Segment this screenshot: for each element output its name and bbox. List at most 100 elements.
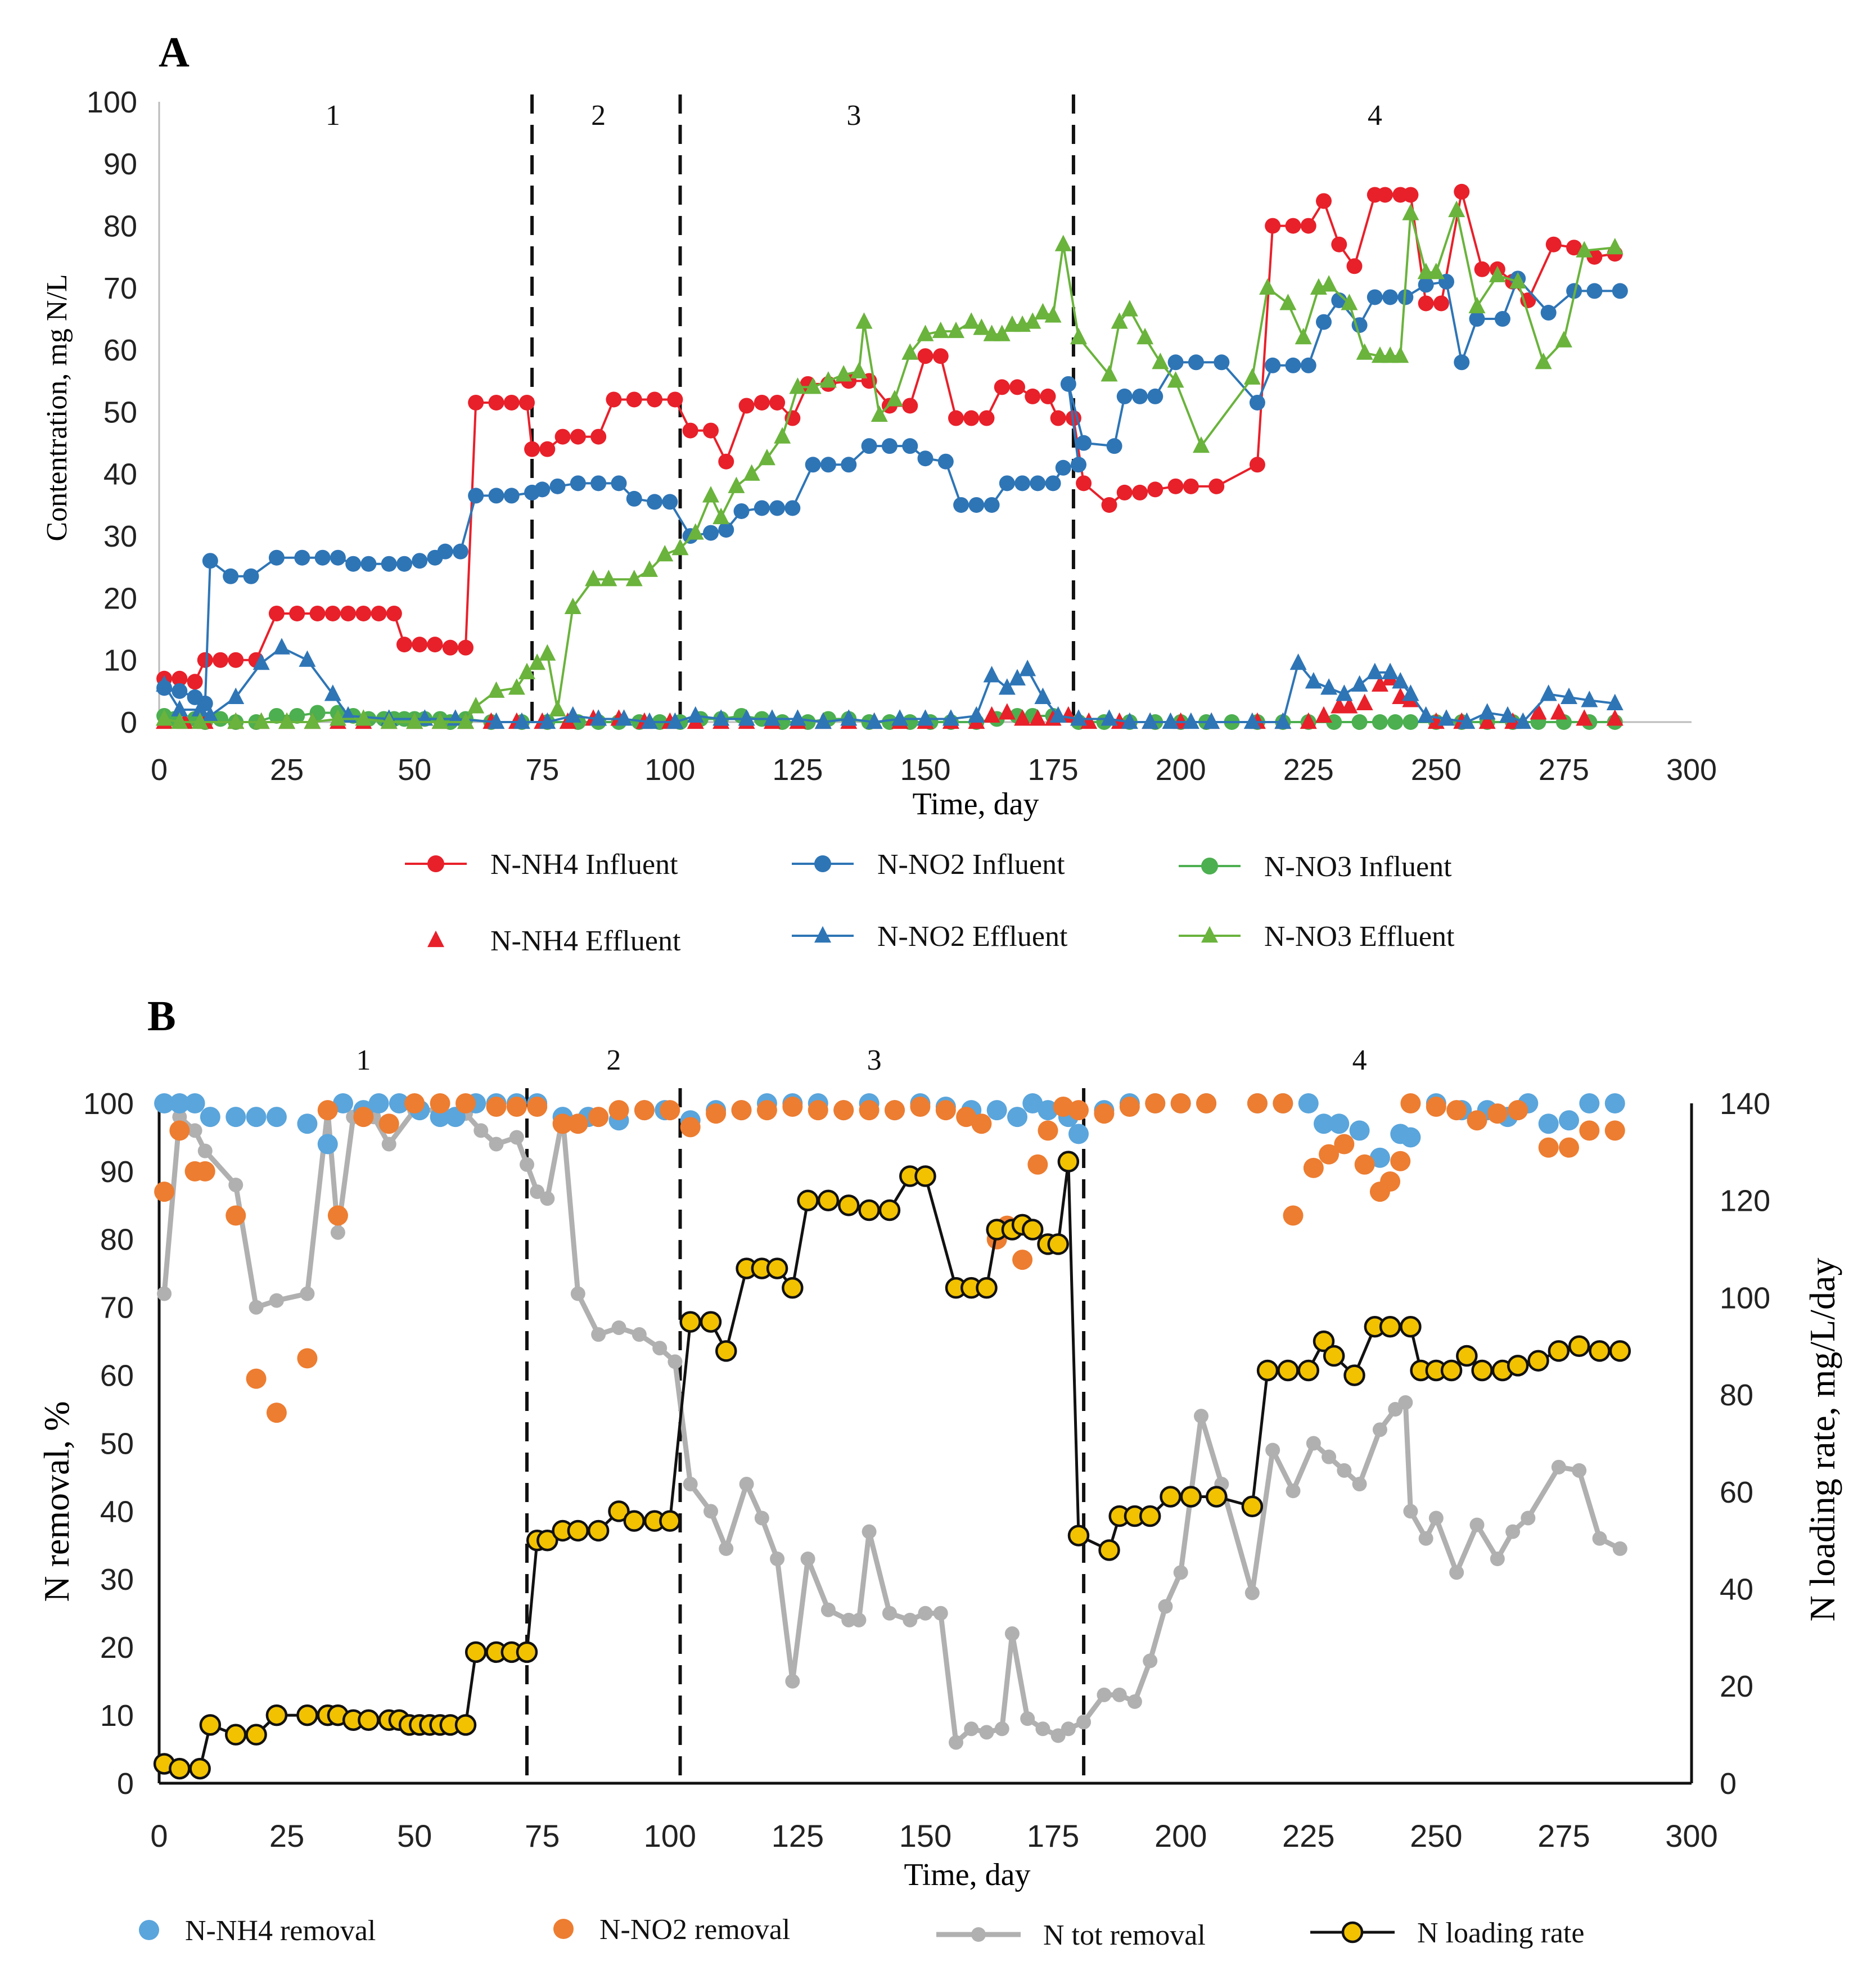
panel-a-point-n-no3-influent xyxy=(289,707,305,724)
panel-b-point-n-loading-rate xyxy=(715,1340,737,1362)
panel-a-y-axis-label: Contentration, mg N/L xyxy=(41,274,73,541)
panel-a-point-n-no2-influent xyxy=(396,556,412,572)
panel-a-point-n-no3-effluent xyxy=(886,390,903,407)
panel-b-phase-label-3: 3 xyxy=(867,1044,882,1076)
panel-a-point-n-no3-effluent xyxy=(671,538,689,556)
panel-b-point-n-no2-removal xyxy=(1038,1120,1058,1141)
panel-a-y-tick-70: 70 xyxy=(103,272,137,305)
panel-a-point-n-no3-effluent xyxy=(518,662,535,679)
panel-b-legend-item-n-no2-removal: N-NO2 removal xyxy=(553,1914,790,1946)
panel-a-legend-label: N-NH4 Influent xyxy=(490,849,678,881)
panel-b-point-n-no2-removal xyxy=(195,1161,215,1182)
panel-a-point-n-no2-effluent xyxy=(1121,712,1138,729)
panel-a-point-n-no3-effluent xyxy=(973,318,990,335)
panel-a-point-n-no2-influent xyxy=(611,475,627,492)
panel-a-point-n-no2-influent xyxy=(1076,435,1092,451)
panel-a-point-n-no2-influent xyxy=(1055,459,1071,476)
panel-a-point-n-no2-effluent xyxy=(1402,684,1419,701)
panel-b-point-n-loading-rate xyxy=(1277,1359,1299,1382)
panel-a-point-n-nh4-influent xyxy=(1025,388,1041,404)
panel-b-point-n-no2-removal xyxy=(1579,1120,1600,1141)
panel-b-point-n-loading-rate xyxy=(1589,1340,1611,1362)
panel-a-point-n-no3-effluent xyxy=(508,678,525,695)
panel-a-point-n-no3-effluent xyxy=(156,709,173,726)
panel-a-point-n-nh4-influent xyxy=(458,639,473,656)
panel-b-point-n-loading-rate xyxy=(1527,1350,1549,1372)
panel-b-point-n-tot-removal xyxy=(683,1477,698,1492)
panel-a-point-n-no2-influent xyxy=(1167,354,1184,371)
panel-a-y-tick-10: 10 xyxy=(103,644,137,678)
panel-b-point-n-tot-removal xyxy=(851,1612,867,1627)
panel-a-legend-label: N-NO3 Influent xyxy=(1264,851,1452,883)
panel-b-legend-item-n-loading-rate: N loading rate xyxy=(1310,1917,1584,1949)
panel-a-point-n-nh4-effluent xyxy=(1029,709,1047,726)
panel-a-point-n-no2-influent xyxy=(937,453,954,470)
panel-b-point-n-tot-removal xyxy=(785,1674,800,1689)
panel-b-point-n-no2-removal xyxy=(1604,1120,1625,1141)
panel-a-point-n-no3-effluent xyxy=(993,324,1011,341)
panel-a-x-tick-0: 0 xyxy=(151,753,168,787)
panel-a-point-n-no2-influent xyxy=(1071,457,1086,473)
panel-a-point-n-no2-influent xyxy=(1045,475,1061,492)
panel-a-point-n-no2-influent xyxy=(1540,305,1557,321)
panel-a-legend-marker xyxy=(814,855,831,872)
panel-a-point-n-nh4-influent xyxy=(1586,249,1603,265)
panel-b-point-n-tot-removal xyxy=(489,1137,504,1152)
panel-a-point-n-nh4-effluent xyxy=(1356,693,1373,710)
panel-a-point-n-no3-effluent xyxy=(1489,265,1506,282)
panel-b-point-n-no2-removal xyxy=(1400,1093,1421,1113)
panel-a-point-n-no2-influent xyxy=(1132,388,1148,404)
panel-a-point-n-no3-effluent xyxy=(488,681,505,698)
panel-a-legend: N-NH4 Influent N-NO2 Influent N-NO3 Influe… xyxy=(405,849,1455,957)
panel-b-point-n-loading-rate xyxy=(623,1510,645,1532)
panel-b-point-n-nh4-removal xyxy=(1298,1093,1319,1113)
panel-a-point-n-no2-influent xyxy=(381,556,397,572)
panel-a-point-n-no2-effluent xyxy=(1514,712,1532,729)
panel-b-point-n-nh4-removal xyxy=(1038,1100,1058,1121)
panel-a-point-n-no3-effluent xyxy=(1468,296,1486,314)
panel-b-point-n-no2-removal xyxy=(317,1100,338,1121)
panel-b-point-n-tot-removal xyxy=(157,1286,172,1301)
panel-a-chart: A 0 25 50 75 100 125 150 175 200 225 250 275 3000102… xyxy=(41,29,1717,957)
panel-a-point-n-no2-effluent xyxy=(1274,712,1292,729)
panel-a-y-tick-20: 20 xyxy=(103,581,137,615)
panel-a-phase-label-4: 4 xyxy=(1368,100,1382,132)
panel-a-point-n-no2-influent xyxy=(902,438,918,454)
panel-a-line-n-no3-effluent xyxy=(164,206,1615,723)
panel-b-point-n-tot-removal xyxy=(903,1612,918,1627)
panel-b-legend-marker xyxy=(971,1927,986,1942)
panel-a-point-n-no2-influent xyxy=(1300,357,1316,373)
panel-a-point-n-no2-effluent xyxy=(513,712,530,729)
panel-a-point-n-nh4-influent xyxy=(1040,388,1056,404)
panel-a-point-n-no3-effluent xyxy=(1152,353,1169,369)
panel-a-point-n-no2-effluent xyxy=(1203,712,1220,729)
panel-b-point-n-nh4-removal xyxy=(1068,1124,1089,1144)
panel-b-point-n-loading-rate xyxy=(1400,1315,1422,1338)
panel-b-point-n-loading-rate xyxy=(1379,1315,1401,1338)
panel-a-point-n-nh4-influent xyxy=(917,348,934,364)
panel-a-point-n-no2-influent xyxy=(503,488,520,504)
panel-a-point-n-no3-effluent xyxy=(789,377,806,394)
panel-a-point-n-nh4-influent xyxy=(289,605,305,621)
panel-a-point-n-no2-influent xyxy=(1249,394,1265,411)
panel-a-legend-marker xyxy=(814,926,831,943)
panel-b-point-n-loading-rate xyxy=(1297,1359,1319,1382)
panel-a-point-n-no2-influent xyxy=(437,543,453,560)
panel-b-point-n-loading-rate xyxy=(1241,1495,1264,1518)
panel-b-point-n-no2-removal xyxy=(430,1093,450,1113)
panel-a-point-n-no2-influent xyxy=(881,438,898,454)
panel-b-point-n-tot-removal xyxy=(1337,1463,1352,1478)
panel-b-point-n-tot-removal xyxy=(1020,1711,1035,1726)
panel-b-point-n-loading-rate xyxy=(296,1704,318,1726)
panel-b-x-tick-125: 125 xyxy=(772,1818,824,1854)
panel-b-phase-label-4: 4 xyxy=(1352,1044,1367,1076)
panel-b-x-tick-200: 200 xyxy=(1155,1818,1207,1854)
panel-b-yleft-tick-70: 70 xyxy=(100,1291,134,1325)
panel-b-yleft-tick-60: 60 xyxy=(100,1359,134,1393)
panel-b-point-n-no2-removal xyxy=(169,1120,190,1141)
panel-a-point-n-no2-effluent xyxy=(191,700,209,717)
panel-b-point-n-loading-rate xyxy=(516,1641,538,1663)
panel-a-legend-marker xyxy=(427,855,444,872)
panel-b-phase-label-1: 1 xyxy=(356,1044,371,1076)
panel-a-point-n-no3-effluent xyxy=(1024,312,1041,329)
